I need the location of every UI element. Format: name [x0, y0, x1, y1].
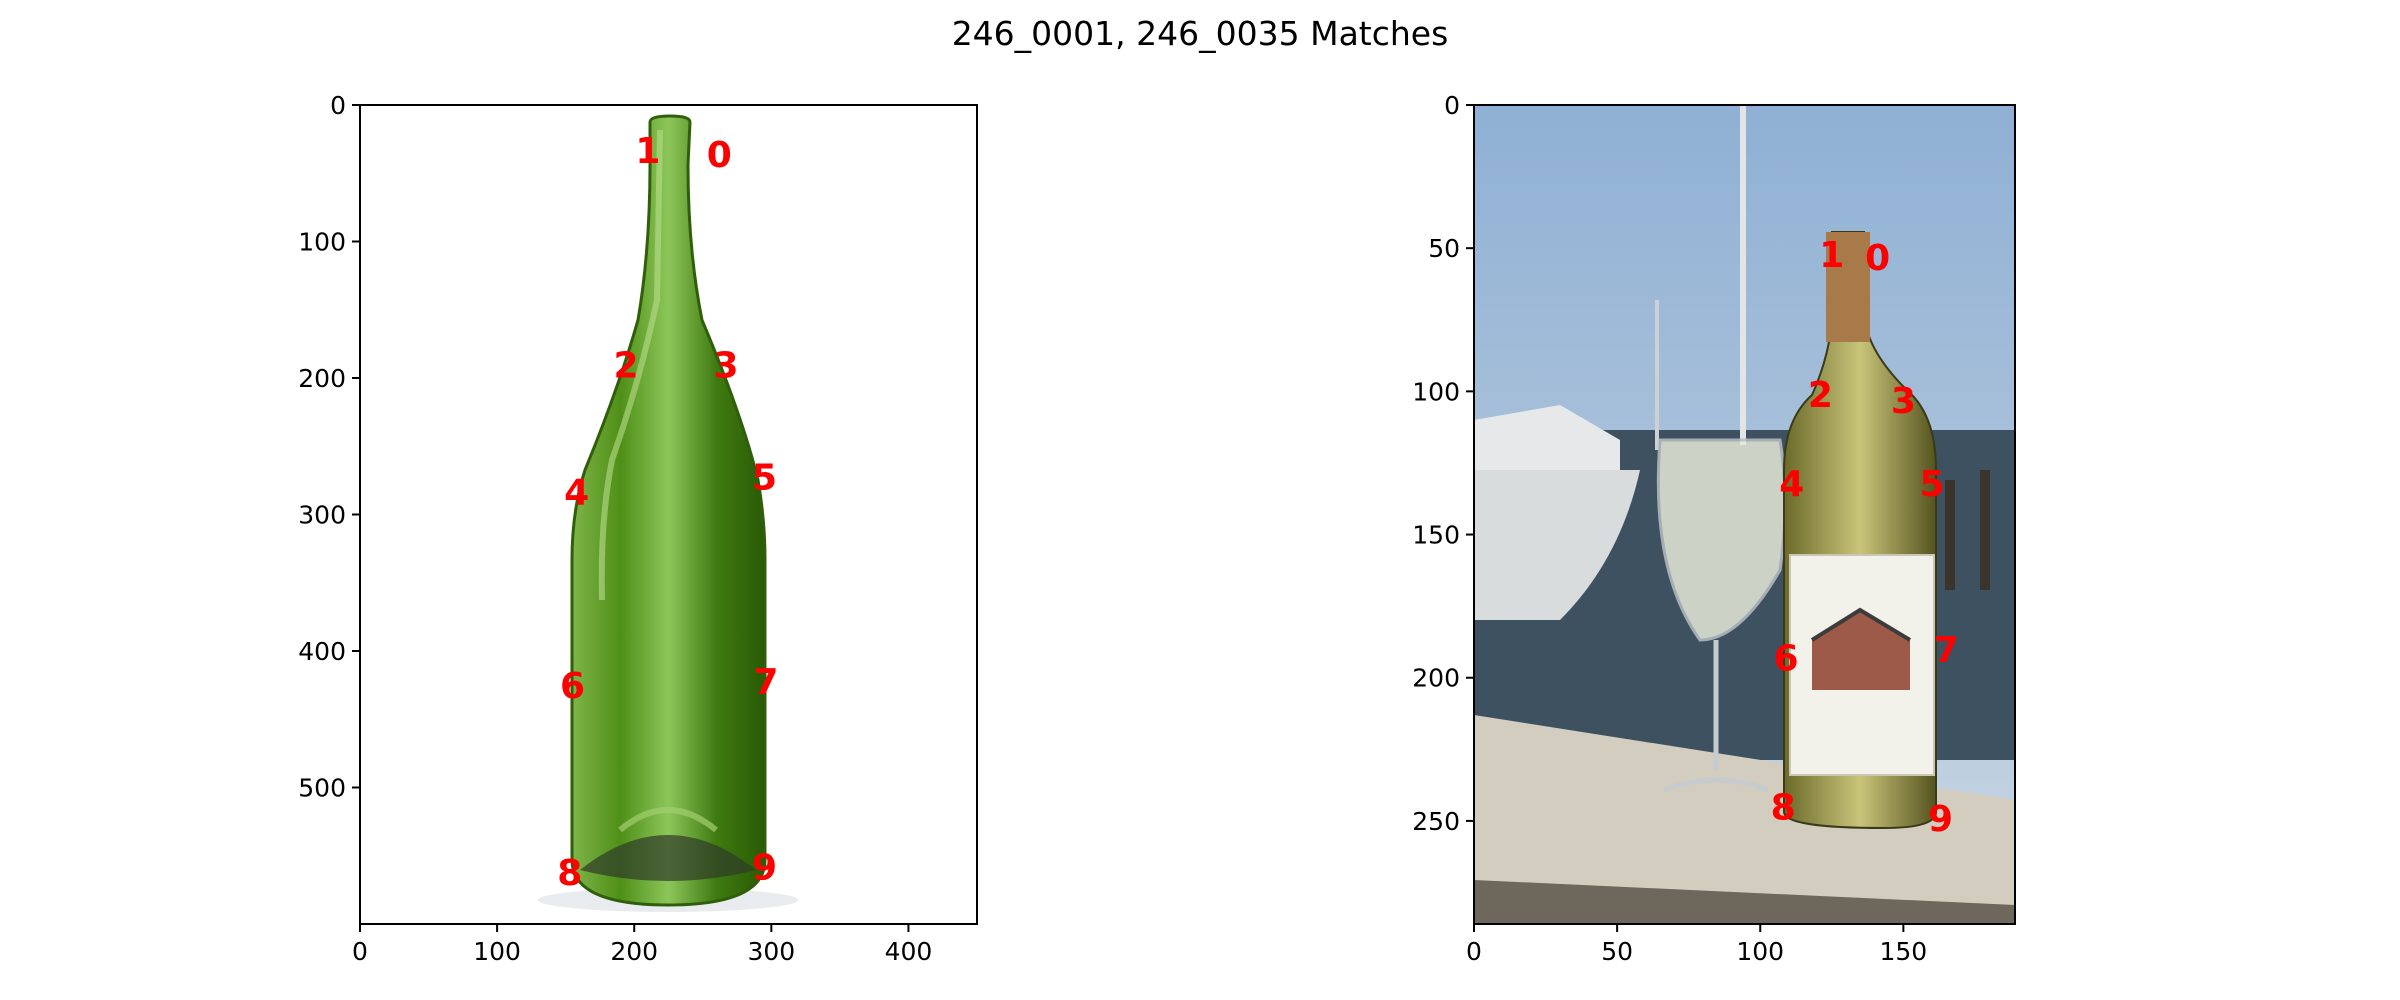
right-ytick-label: 150	[1412, 521, 1460, 550]
right-xtick-label: 50	[1601, 937, 1633, 966]
left-match-marker-9: 9	[752, 848, 777, 889]
left-match-marker-3: 3	[714, 345, 739, 386]
left-ytick-label: 500	[298, 774, 346, 803]
right-ytick-label: 250	[1412, 807, 1460, 836]
left-ytick-label: 200	[298, 364, 346, 393]
left-axes-ticks: 0 100 200 300 400 0 100 200 300 400 500	[298, 91, 932, 966]
right-xtick-label: 150	[1880, 937, 1928, 966]
left-ytick-label: 400	[298, 637, 346, 666]
left-match-points: 0 1 2 3 4 5 6 7 8 9	[557, 131, 778, 894]
left-match-marker-2: 2	[613, 345, 638, 386]
right-axes-frame	[1473, 104, 2016, 925]
left-xtick-label: 0	[352, 937, 368, 966]
right-ytick-label: 200	[1412, 664, 1460, 693]
right-match-marker-3: 3	[1891, 381, 1916, 422]
right-axes-ticks: 0 50 100 150 0 50 100 150 200 250	[1412, 91, 1927, 966]
right-match-marker-2: 2	[1808, 375, 1833, 416]
right-match-marker-5: 5	[1919, 464, 1944, 505]
left-ytick-label: 100	[298, 228, 346, 257]
right-xtick-label: 100	[1736, 937, 1784, 966]
right-match-marker-7: 7	[1934, 630, 1959, 671]
left-xtick-label: 200	[610, 937, 658, 966]
left-ytick-label: 300	[298, 501, 346, 530]
left-match-marker-1: 1	[635, 131, 660, 172]
right-xtick-label: 0	[1466, 937, 1482, 966]
left-match-marker-7: 7	[753, 662, 778, 703]
right-ytick-label: 0	[1444, 91, 1460, 120]
left-xtick-label: 100	[473, 937, 521, 966]
green-bottle-image	[360, 105, 977, 924]
right-match-marker-0: 0	[1865, 238, 1890, 279]
dock-wine-image	[1474, 105, 2015, 924]
left-image-panel: 0 100 200 300 400 0 100 200 300 400 500 0 1 2 3 4 5 6 7 8 9	[298, 91, 978, 966]
left-xtick-label: 400	[885, 937, 933, 966]
right-match-points: 01 2 3 4 5 6 7 8 9	[1771, 235, 1959, 840]
right-match-marker-9: 9	[1928, 799, 1953, 840]
left-match-marker-8: 8	[557, 853, 582, 894]
right-match-marker-6: 6	[1773, 639, 1798, 680]
left-match-marker-0: 0	[707, 135, 732, 176]
right-match-marker-1: 1	[1819, 235, 1844, 276]
right-ytick-label: 50	[1428, 234, 1460, 263]
left-match-marker-4: 4	[564, 472, 589, 513]
left-match-marker-6: 6	[560, 666, 585, 707]
left-match-marker-5: 5	[752, 457, 777, 498]
figure-title: 246_0001, 246_0035 Matches	[951, 14, 1449, 53]
left-xtick-label: 300	[747, 937, 795, 966]
left-ytick-label: 0	[330, 91, 346, 120]
right-match-marker-8: 8	[1771, 788, 1796, 829]
right-ytick-label: 100	[1412, 377, 1460, 406]
right-match-marker-4: 4	[1779, 464, 1804, 505]
